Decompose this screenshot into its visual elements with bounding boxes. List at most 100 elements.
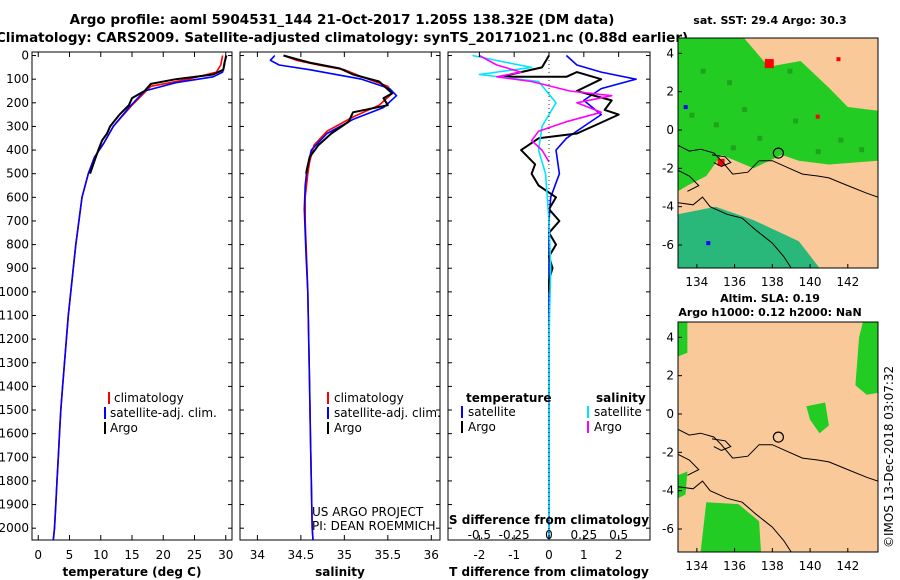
depth-tick-label: 100: [6, 72, 29, 86]
sst-hotspot: [764, 59, 774, 69]
sst-map-axes: 134 136 138 140 142 4 2 0 -2 -4 -6: [662, 46, 859, 289]
map-y-tick-label: 2: [666, 85, 674, 99]
map-x-tick-label: 136: [723, 559, 746, 573]
depth-tick-label: 700: [6, 214, 29, 228]
legend-label-t-satellite: satellite: [468, 405, 516, 419]
sla-field-sw: [678, 471, 688, 499]
sst-speckle: [757, 135, 763, 141]
map-y-tick-label: 2: [666, 369, 674, 383]
sst-hotspot: [815, 114, 820, 119]
map-x-tick-label: 142: [836, 559, 859, 573]
map-y-tick-label: -6: [662, 238, 674, 252]
map-y-tick-label: -2: [662, 445, 674, 459]
sst-map: [678, 38, 878, 268]
depth-tick-label: 1000: [0, 285, 29, 299]
s-tick-label: -0.25: [499, 528, 530, 542]
x-tick-label: 5: [66, 548, 74, 562]
x-tick-label: 2: [615, 548, 623, 562]
argo-float-marker: [772, 147, 784, 159]
coastline-south: [678, 480, 792, 552]
x-tick-label: 35.5: [374, 548, 401, 562]
difference-x-label: T difference from climatology: [449, 565, 649, 579]
coastline-north: [678, 428, 878, 482]
temperature-x-axis: 0 5 10 15 20 25 30: [34, 52, 233, 562]
map-x-tick-label: 138: [761, 275, 784, 289]
legend-label-s-argo: Argo: [594, 420, 622, 434]
map-x-tick-label: 136: [723, 275, 746, 289]
temperature-legend: climatology satellite-adj. clim. Argo: [104, 391, 217, 435]
legend-heading-salinity: salinity: [596, 391, 646, 405]
depth-tick-label: 1100: [0, 308, 29, 322]
depth-tick-label: 1200: [0, 332, 29, 346]
sst-speckle: [838, 137, 844, 143]
sst-cold-cell: [683, 105, 688, 110]
map-top-title: sat. SST: 29.4 Argo: 30.3: [693, 14, 846, 27]
temperature-series: [52, 55, 228, 540]
series-line-t-satellite: [548, 54, 637, 540]
legend-label-argo: Argo: [334, 421, 362, 435]
s-tick-label: -0.5: [468, 528, 491, 542]
sst-speckle: [713, 122, 719, 128]
map-y-tick-label: 0: [666, 407, 674, 421]
depth-tick-label: 1700: [0, 450, 29, 464]
legend-label-satellite: satellite-adj. clim.: [334, 406, 441, 420]
legend-heading-temperature: temperature: [466, 391, 551, 405]
ocean-sst-field-south: [678, 206, 820, 268]
series-line-t-argo: [499, 54, 620, 292]
difference-series: [472, 52, 637, 540]
sst-hotspot: [717, 158, 725, 166]
series-line-s-satellite: [472, 54, 557, 540]
sla-field-east: [855, 322, 878, 395]
map-x-tick-label: 138: [761, 559, 784, 573]
temperature-plot-frame: [31, 51, 233, 541]
map-bottom-title2: Argo h1000: 0.12 h2000: NaN: [678, 306, 861, 319]
depth-tick-label: 500: [6, 167, 29, 181]
salinity-plot-frame: [239, 51, 441, 541]
legend-label-climatology: climatology: [334, 391, 404, 405]
coastline-island: [711, 154, 732, 167]
map-y-tick-label: 4: [666, 46, 674, 60]
x-tick-label: 34.5: [288, 548, 315, 562]
credit-line2: PI: DEAN ROEMMICH: [312, 519, 435, 533]
x-tick-label: -2: [473, 548, 485, 562]
sst-speckle: [730, 145, 736, 151]
x-tick-label: 15: [124, 548, 139, 562]
x-tick-label: 34: [250, 548, 265, 562]
depth-tick-label: 800: [6, 238, 29, 252]
series-line-s-argo: [478, 54, 613, 163]
coastline-north: [678, 144, 878, 198]
depth-tick-label: 600: [6, 190, 29, 204]
salinity-series: [269, 54, 398, 540]
map-x-tick-label: 140: [799, 275, 822, 289]
map-y-tick-label: -6: [662, 522, 674, 536]
sst-speckle: [815, 149, 821, 155]
salinity-x-label: salinity: [315, 565, 365, 579]
x-tick-label: 35: [337, 548, 352, 562]
x-tick-label: 20: [156, 548, 171, 562]
sst-speckle: [689, 112, 695, 118]
sst-map-frame: [677, 37, 879, 269]
map-bottom-title1: Altim. SLA: 0.19: [720, 292, 820, 305]
coastline-bay: [678, 169, 700, 192]
sst-speckle: [727, 80, 733, 86]
depth-tick-label: 1500: [0, 403, 29, 417]
sst-speckle: [700, 68, 706, 74]
depth-tick-label: 400: [6, 143, 29, 157]
timestamp: ©IMOS 13-Dec-2018 03:07:32: [882, 366, 896, 548]
x-tick-label: 30: [218, 548, 233, 562]
s-tick-label: 0: [545, 528, 553, 542]
map-x-tick-label: 140: [799, 559, 822, 573]
chart-title-line2: Climatology: CARS2009. Satellite-adjuste…: [0, 30, 688, 46]
credit-line1: US ARGO PROJECT: [312, 505, 424, 519]
depth-axis: 0 100 200 300 400 500 600 700 800 900 1000 1100 1200…: [0, 49, 650, 535]
coastline-island: [711, 438, 732, 451]
legend-label-s-satellite: satellite: [594, 405, 642, 419]
series-line-argo: [89, 55, 228, 175]
sst-cold-cell: [706, 241, 711, 246]
sst-hotspot: [836, 57, 841, 62]
salinity-x-axis: 34 34.5 35 35.5 36: [250, 52, 439, 562]
argo-float-marker: [772, 431, 784, 443]
legend-label-t-argo: Argo: [468, 420, 496, 434]
depth-tick-label: 200: [6, 96, 29, 110]
